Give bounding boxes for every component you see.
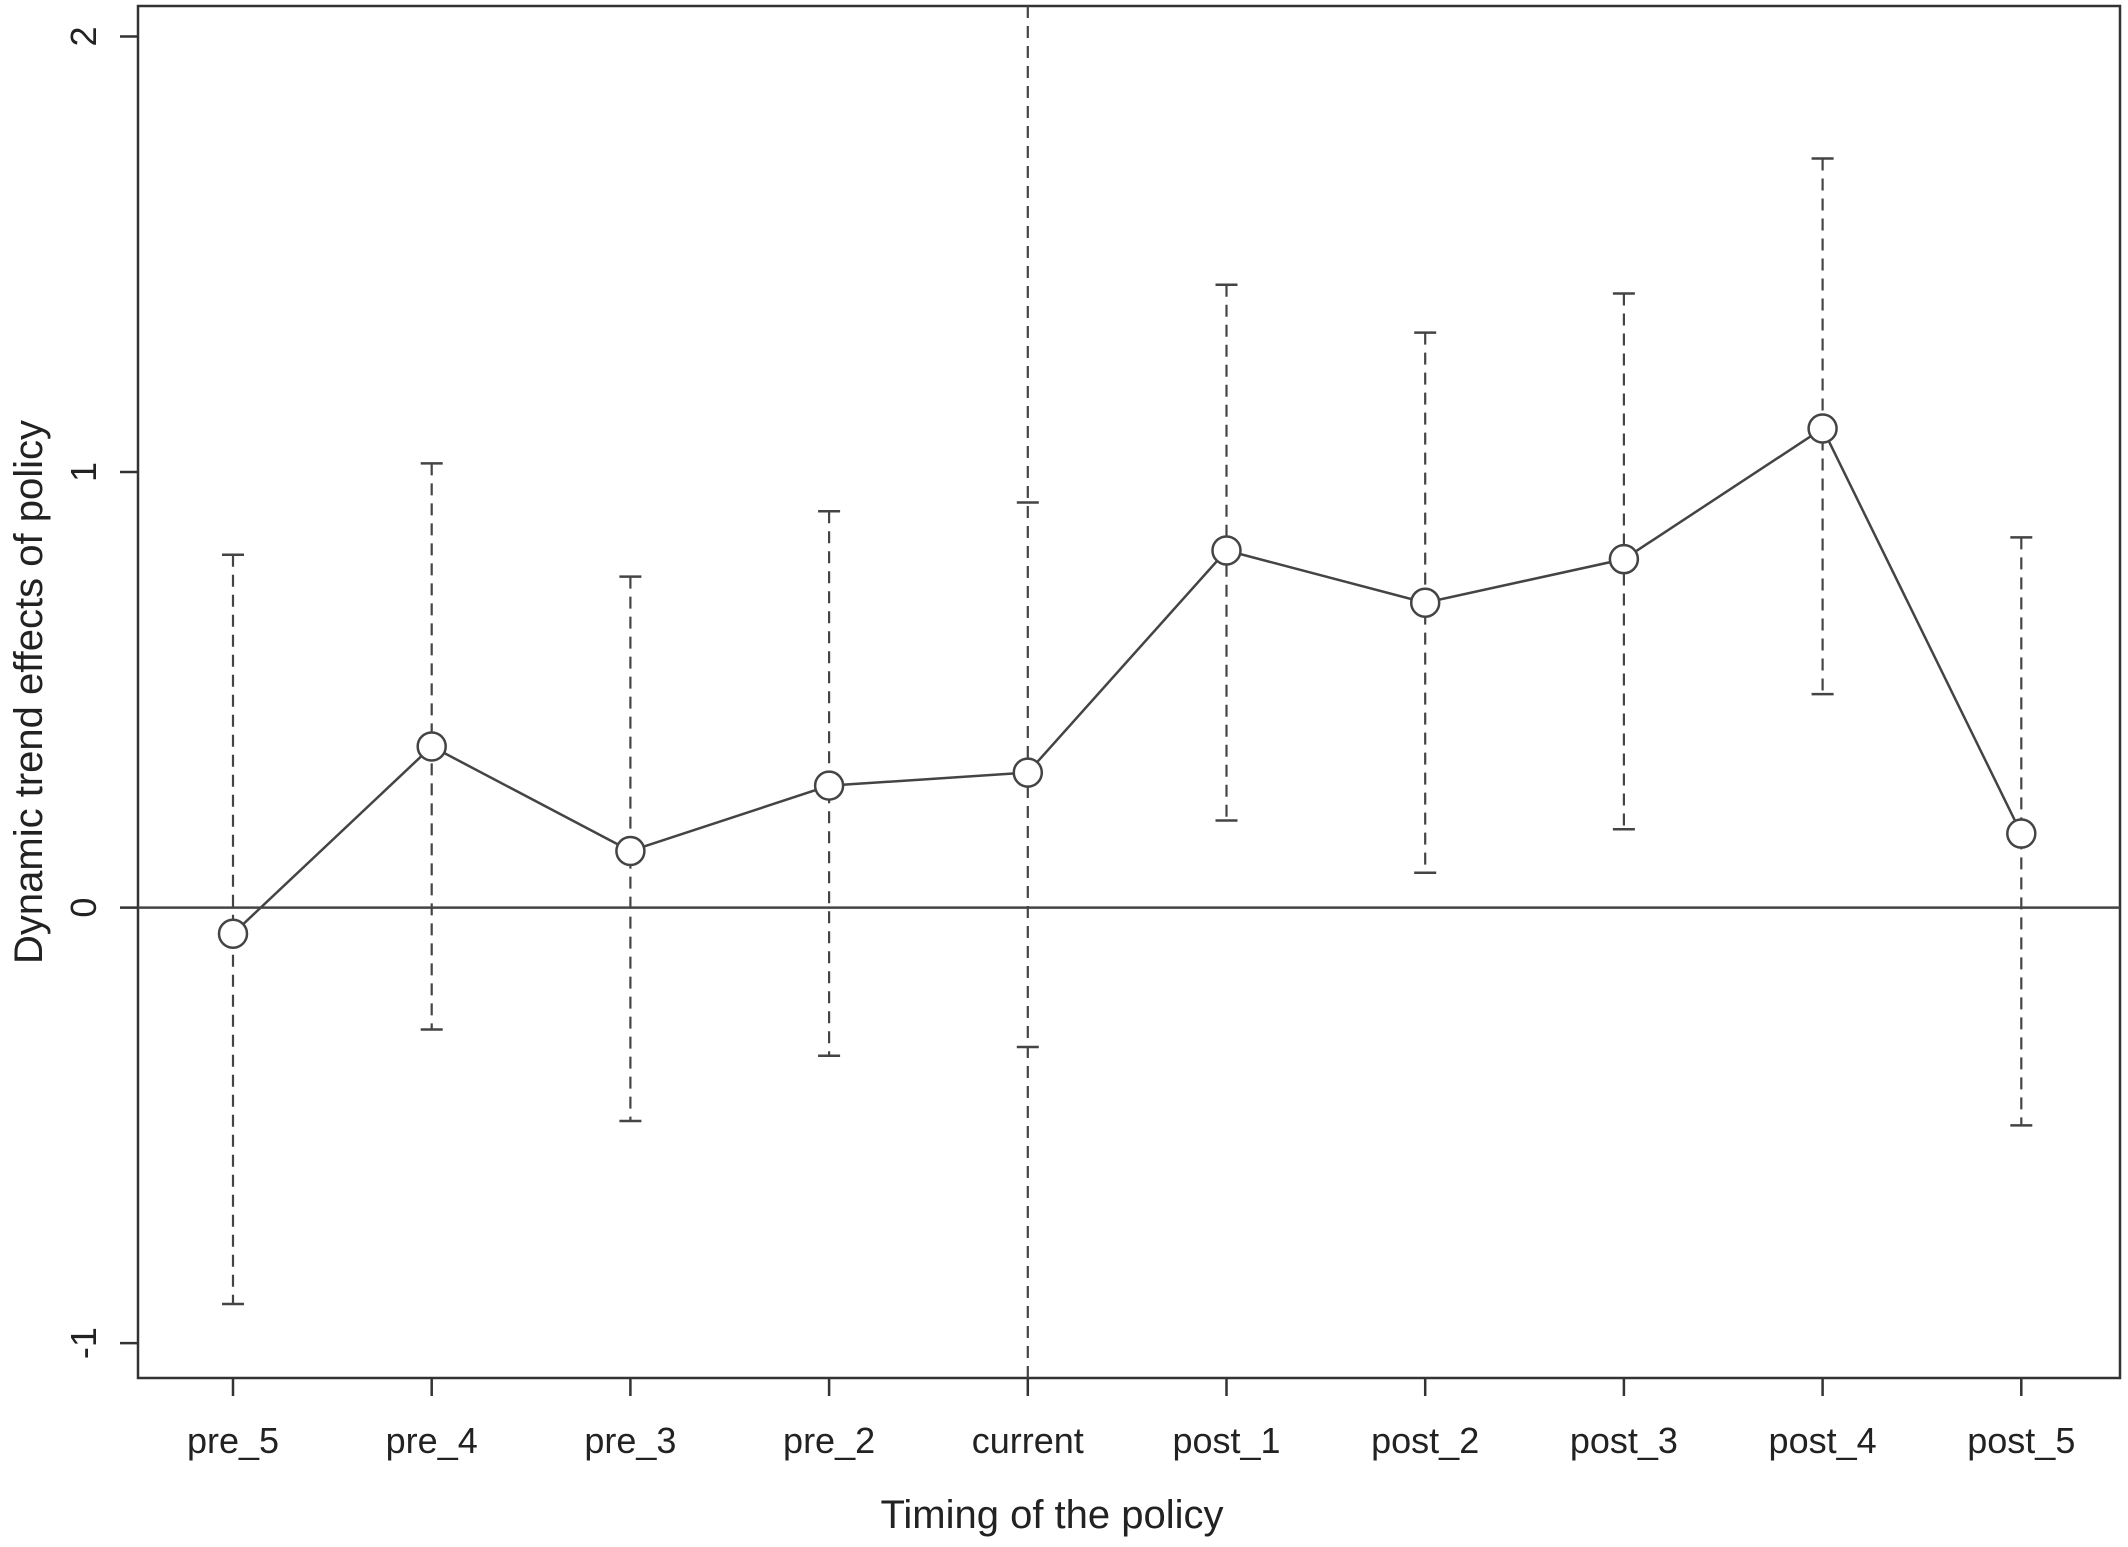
x-tick-label-post_4: post_4: [1769, 1420, 1877, 1461]
data-point-pre_5: [217, 918, 249, 949]
x-tick-label-pre_2: pre_2: [783, 1420, 875, 1461]
data-point-pre_4: [416, 731, 447, 762]
y-axis-title: Dynamic trend effects of policy: [7, 420, 51, 964]
y-tick-label-1: 1: [63, 462, 104, 482]
y-tick-label-0: 0: [63, 898, 104, 918]
data-point-pre_2: [813, 770, 845, 801]
plot-frame: [136, 4, 2122, 1380]
x-tick-label-pre_5: pre_5: [187, 1420, 279, 1461]
x-tick-label-pre_3: pre_3: [584, 1420, 676, 1461]
data-point-post_5: [2006, 818, 2037, 849]
x-axis-title: Timing of the policy: [880, 1493, 1223, 1537]
data-point-current: [1012, 757, 1044, 788]
data-point-post_2: [1409, 587, 1441, 618]
x-tick-label-pre_4: pre_4: [386, 1420, 478, 1461]
x-tick-label-post_3: post_3: [1570, 1420, 1678, 1461]
y-tick-label-2: 2: [63, 26, 104, 46]
data-point-pre_3: [615, 835, 646, 867]
data-point-post_3: [1608, 543, 1640, 575]
data-point-post_4: [1807, 413, 1838, 444]
data-point-post_1: [1211, 535, 1242, 566]
x-tick-label-current: current: [972, 1420, 1084, 1461]
y-tick-label--1: -1: [63, 1327, 104, 1359]
x-tick-label-post_1: post_1: [1172, 1420, 1280, 1461]
series-line: [232, 426, 2023, 935]
x-tick-label-post_2: post_2: [1371, 1420, 1479, 1461]
x-tick-label-post_5: post_5: [1967, 1420, 2075, 1461]
